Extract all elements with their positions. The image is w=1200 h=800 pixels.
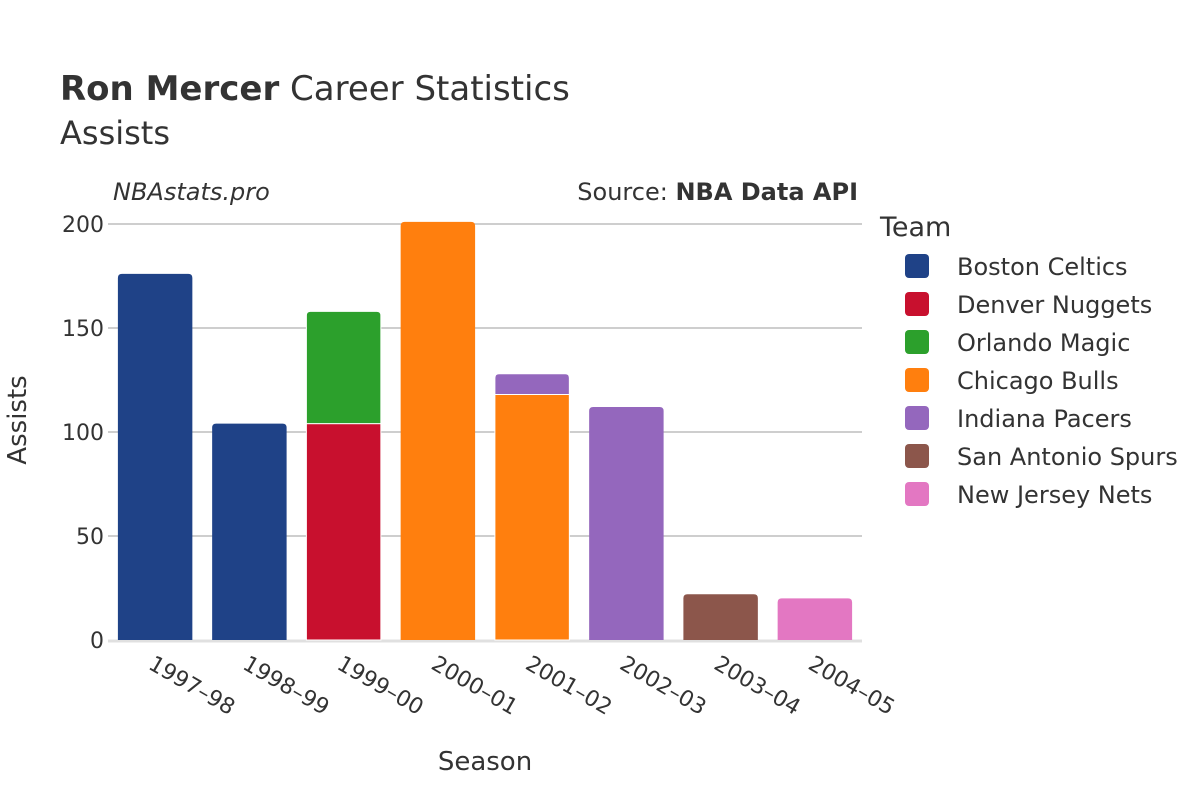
x-axis-ticks: 1997–98 1998–99 1999–00 2000–01 2001–02 2002–…	[144, 652, 899, 721]
legend-swatch	[905, 254, 929, 278]
source-prefix: Source:	[577, 178, 675, 206]
watermark: NBAstats.pro	[113, 178, 270, 206]
source-name: NBA Data API	[675, 178, 858, 206]
legend-label: Orlando Magic	[957, 329, 1130, 357]
y-axis-ticks: 0 50 100 150 200	[62, 213, 104, 654]
bar-segment	[494, 394, 570, 641]
legend: Team Boston Celtics Denver Nuggets Orlando…	[879, 212, 1178, 509]
legend-swatch	[905, 292, 929, 316]
legend-swatch	[905, 330, 929, 354]
bar-segment	[305, 310, 382, 425]
x-tick-label: 1999–00	[333, 652, 428, 721]
y-tick-label: 50	[76, 525, 104, 550]
legend-label: Chicago Bulls	[957, 367, 1119, 395]
x-tick-label: 2001–02	[521, 652, 616, 721]
y-tick-label: 200	[62, 213, 104, 238]
x-axis-title: Season	[438, 747, 532, 777]
x-tick-label: 2000–01	[427, 652, 522, 721]
bar-segment	[400, 221, 476, 641]
y-tick-label: 0	[90, 629, 104, 654]
legend-swatch	[905, 406, 929, 430]
title-rest: Career Statistics	[279, 69, 570, 109]
x-tick-label: 1997–98	[144, 652, 239, 721]
legend-label: New Jersey Nets	[957, 481, 1152, 509]
bar-segment	[212, 423, 287, 640]
x-tick-label: 2004–05	[804, 652, 899, 721]
x-tick-label: 2003–04	[710, 652, 805, 721]
x-tick-label: 2002–03	[615, 652, 710, 721]
y-tick-label: 100	[62, 421, 104, 446]
bars	[117, 221, 853, 641]
bar-segment	[589, 407, 664, 640]
y-axis-title: Assists	[3, 375, 33, 464]
legend-label: Indiana Pacers	[957, 405, 1132, 433]
chart-subtitle: Assists	[60, 114, 170, 152]
legend-label: Denver Nuggets	[957, 291, 1152, 319]
legend-title: Team	[879, 212, 951, 243]
legend-swatch	[905, 482, 929, 506]
bar-segment	[494, 373, 570, 396]
player-name: Ron Mercer	[60, 69, 279, 109]
y-tick-label: 150	[62, 317, 104, 342]
chart-title: Ron Mercer Career Statistics	[60, 69, 570, 109]
source-credit: Source: NBA Data API	[577, 178, 858, 206]
bar-segment	[117, 273, 193, 640]
bar-segment	[305, 423, 382, 641]
bar-segment	[683, 594, 758, 640]
legend-label: San Antonio Spurs	[957, 443, 1178, 471]
bar-segment	[777, 598, 853, 640]
legend-swatch	[905, 444, 929, 468]
x-tick-label: 1998–99	[238, 652, 333, 721]
legend-label: Boston Celtics	[957, 253, 1128, 281]
legend-swatch	[905, 368, 929, 392]
